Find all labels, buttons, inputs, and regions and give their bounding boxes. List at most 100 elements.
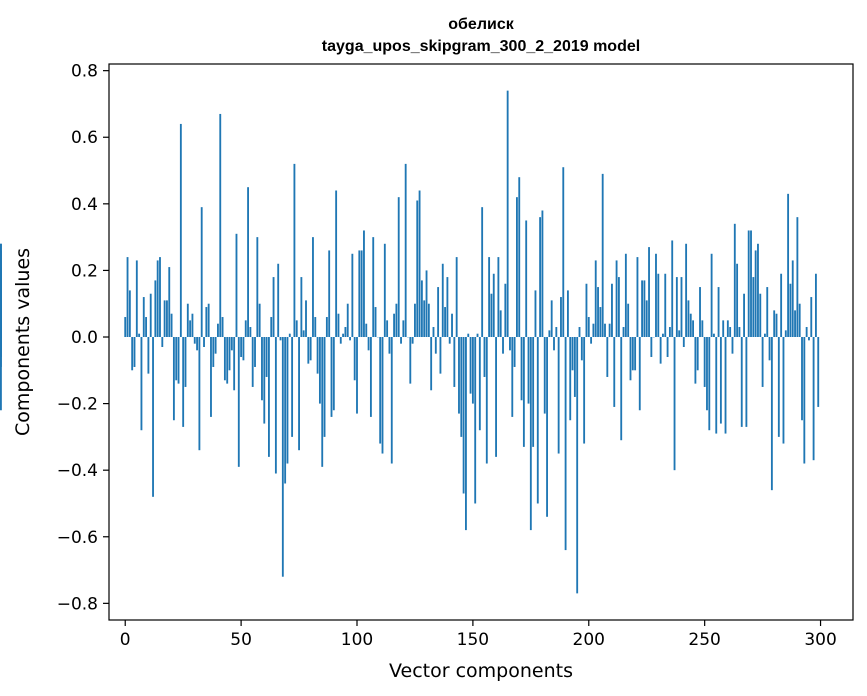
bar-155 [483, 337, 486, 377]
bar-213 [617, 277, 620, 338]
bar-272 [754, 250, 757, 337]
bar-246 [694, 337, 697, 384]
bar-299 [817, 337, 820, 407]
chart-subtitle: tayga_upos_skipgram_300_2_2019 model [322, 38, 640, 55]
bar-94 [342, 333, 345, 338]
bar-265 [738, 327, 741, 338]
y-tick-label: −0.2 [57, 395, 98, 415]
bar-114 [388, 337, 391, 354]
bar-190 [564, 337, 567, 551]
bar-179 [539, 217, 542, 338]
bar-96 [346, 303, 349, 337]
bar-145 [460, 337, 463, 437]
bar-289 [794, 310, 796, 337]
bar-215 [622, 327, 625, 338]
bar-274 [759, 293, 762, 337]
bar-23 [177, 337, 180, 384]
bar-205 [599, 307, 602, 337]
bar-86 [323, 337, 326, 437]
bar-112 [383, 243, 386, 337]
bar-107 [372, 237, 375, 338]
bar-13 [154, 280, 157, 338]
bar-232 [662, 333, 664, 338]
chart-title: обелиск [448, 16, 514, 33]
bar-30 [193, 337, 196, 344]
bar-217 [627, 303, 630, 337]
bar-223 [641, 280, 644, 338]
bar-163 [502, 337, 504, 354]
bar-157 [488, 257, 491, 337]
bar-191 [566, 290, 569, 338]
bar-148 [467, 333, 470, 338]
bar-180 [541, 210, 544, 337]
bar-12 [152, 337, 154, 497]
bar-235 [668, 327, 671, 338]
bar-186 [555, 327, 558, 338]
bar-51 [242, 337, 245, 361]
bar-287 [789, 283, 792, 338]
bar-212 [615, 260, 618, 337]
bar-151 [474, 337, 477, 504]
bar-40 [217, 323, 219, 338]
y-tick-label: 0.0 [71, 328, 98, 348]
bar-247 [696, 337, 699, 371]
bar-211 [613, 337, 616, 407]
bar-29 [191, 313, 194, 338]
x-axis-label: Vector components [389, 660, 573, 682]
bar-64 [272, 277, 275, 338]
bar-9 [145, 317, 148, 338]
bar-294 [805, 327, 808, 338]
bar-98 [351, 253, 354, 337]
bar-147 [465, 337, 467, 531]
bar-174 [527, 337, 530, 404]
bar-131 [427, 303, 430, 337]
bar-218 [629, 337, 632, 381]
bar-221 [636, 257, 639, 337]
bar-1 [126, 257, 129, 337]
bar-53 [247, 187, 249, 338]
bar-197 [580, 337, 583, 361]
bar-62 [268, 337, 270, 457]
bar-224 [643, 280, 646, 338]
bar-176 [532, 337, 535, 447]
bar-83 [316, 337, 319, 374]
bar-132 [430, 337, 433, 391]
bar-279 [770, 337, 773, 491]
bar-298 [814, 273, 817, 338]
bar-93 [339, 337, 342, 344]
bar-27 [186, 303, 189, 337]
bar-250 [703, 337, 706, 387]
bar-281 [775, 313, 778, 338]
bar-141 [451, 313, 453, 338]
bar-91 [335, 190, 338, 337]
bar-71 [288, 333, 291, 338]
bar-181 [543, 337, 546, 414]
bar-87 [325, 317, 328, 338]
bar-270 [750, 230, 752, 338]
bar-61 [265, 337, 268, 377]
bar-38 [212, 337, 215, 367]
bar-285 [784, 330, 787, 338]
bar-85 [321, 337, 324, 467]
bar-116 [393, 313, 396, 338]
bar-101 [358, 250, 361, 337]
bar-0 [124, 317, 127, 338]
bar-54 [249, 327, 252, 338]
bar-15 [159, 257, 161, 337]
bar-103 [363, 230, 365, 338]
bar-264 [736, 263, 739, 338]
bar-37 [210, 337, 212, 417]
bar-110 [379, 337, 382, 444]
bar-42 [221, 317, 224, 338]
bar-139 [446, 277, 449, 338]
bar-254 [713, 333, 715, 338]
bar-50 [240, 337, 243, 357]
bar-128 [420, 280, 423, 338]
bar-288 [791, 260, 794, 337]
bar-185 [553, 337, 555, 351]
bar-220 [634, 337, 637, 371]
bar-239 [678, 330, 681, 338]
bar-6 [138, 333, 141, 338]
bar-70 [286, 337, 289, 464]
